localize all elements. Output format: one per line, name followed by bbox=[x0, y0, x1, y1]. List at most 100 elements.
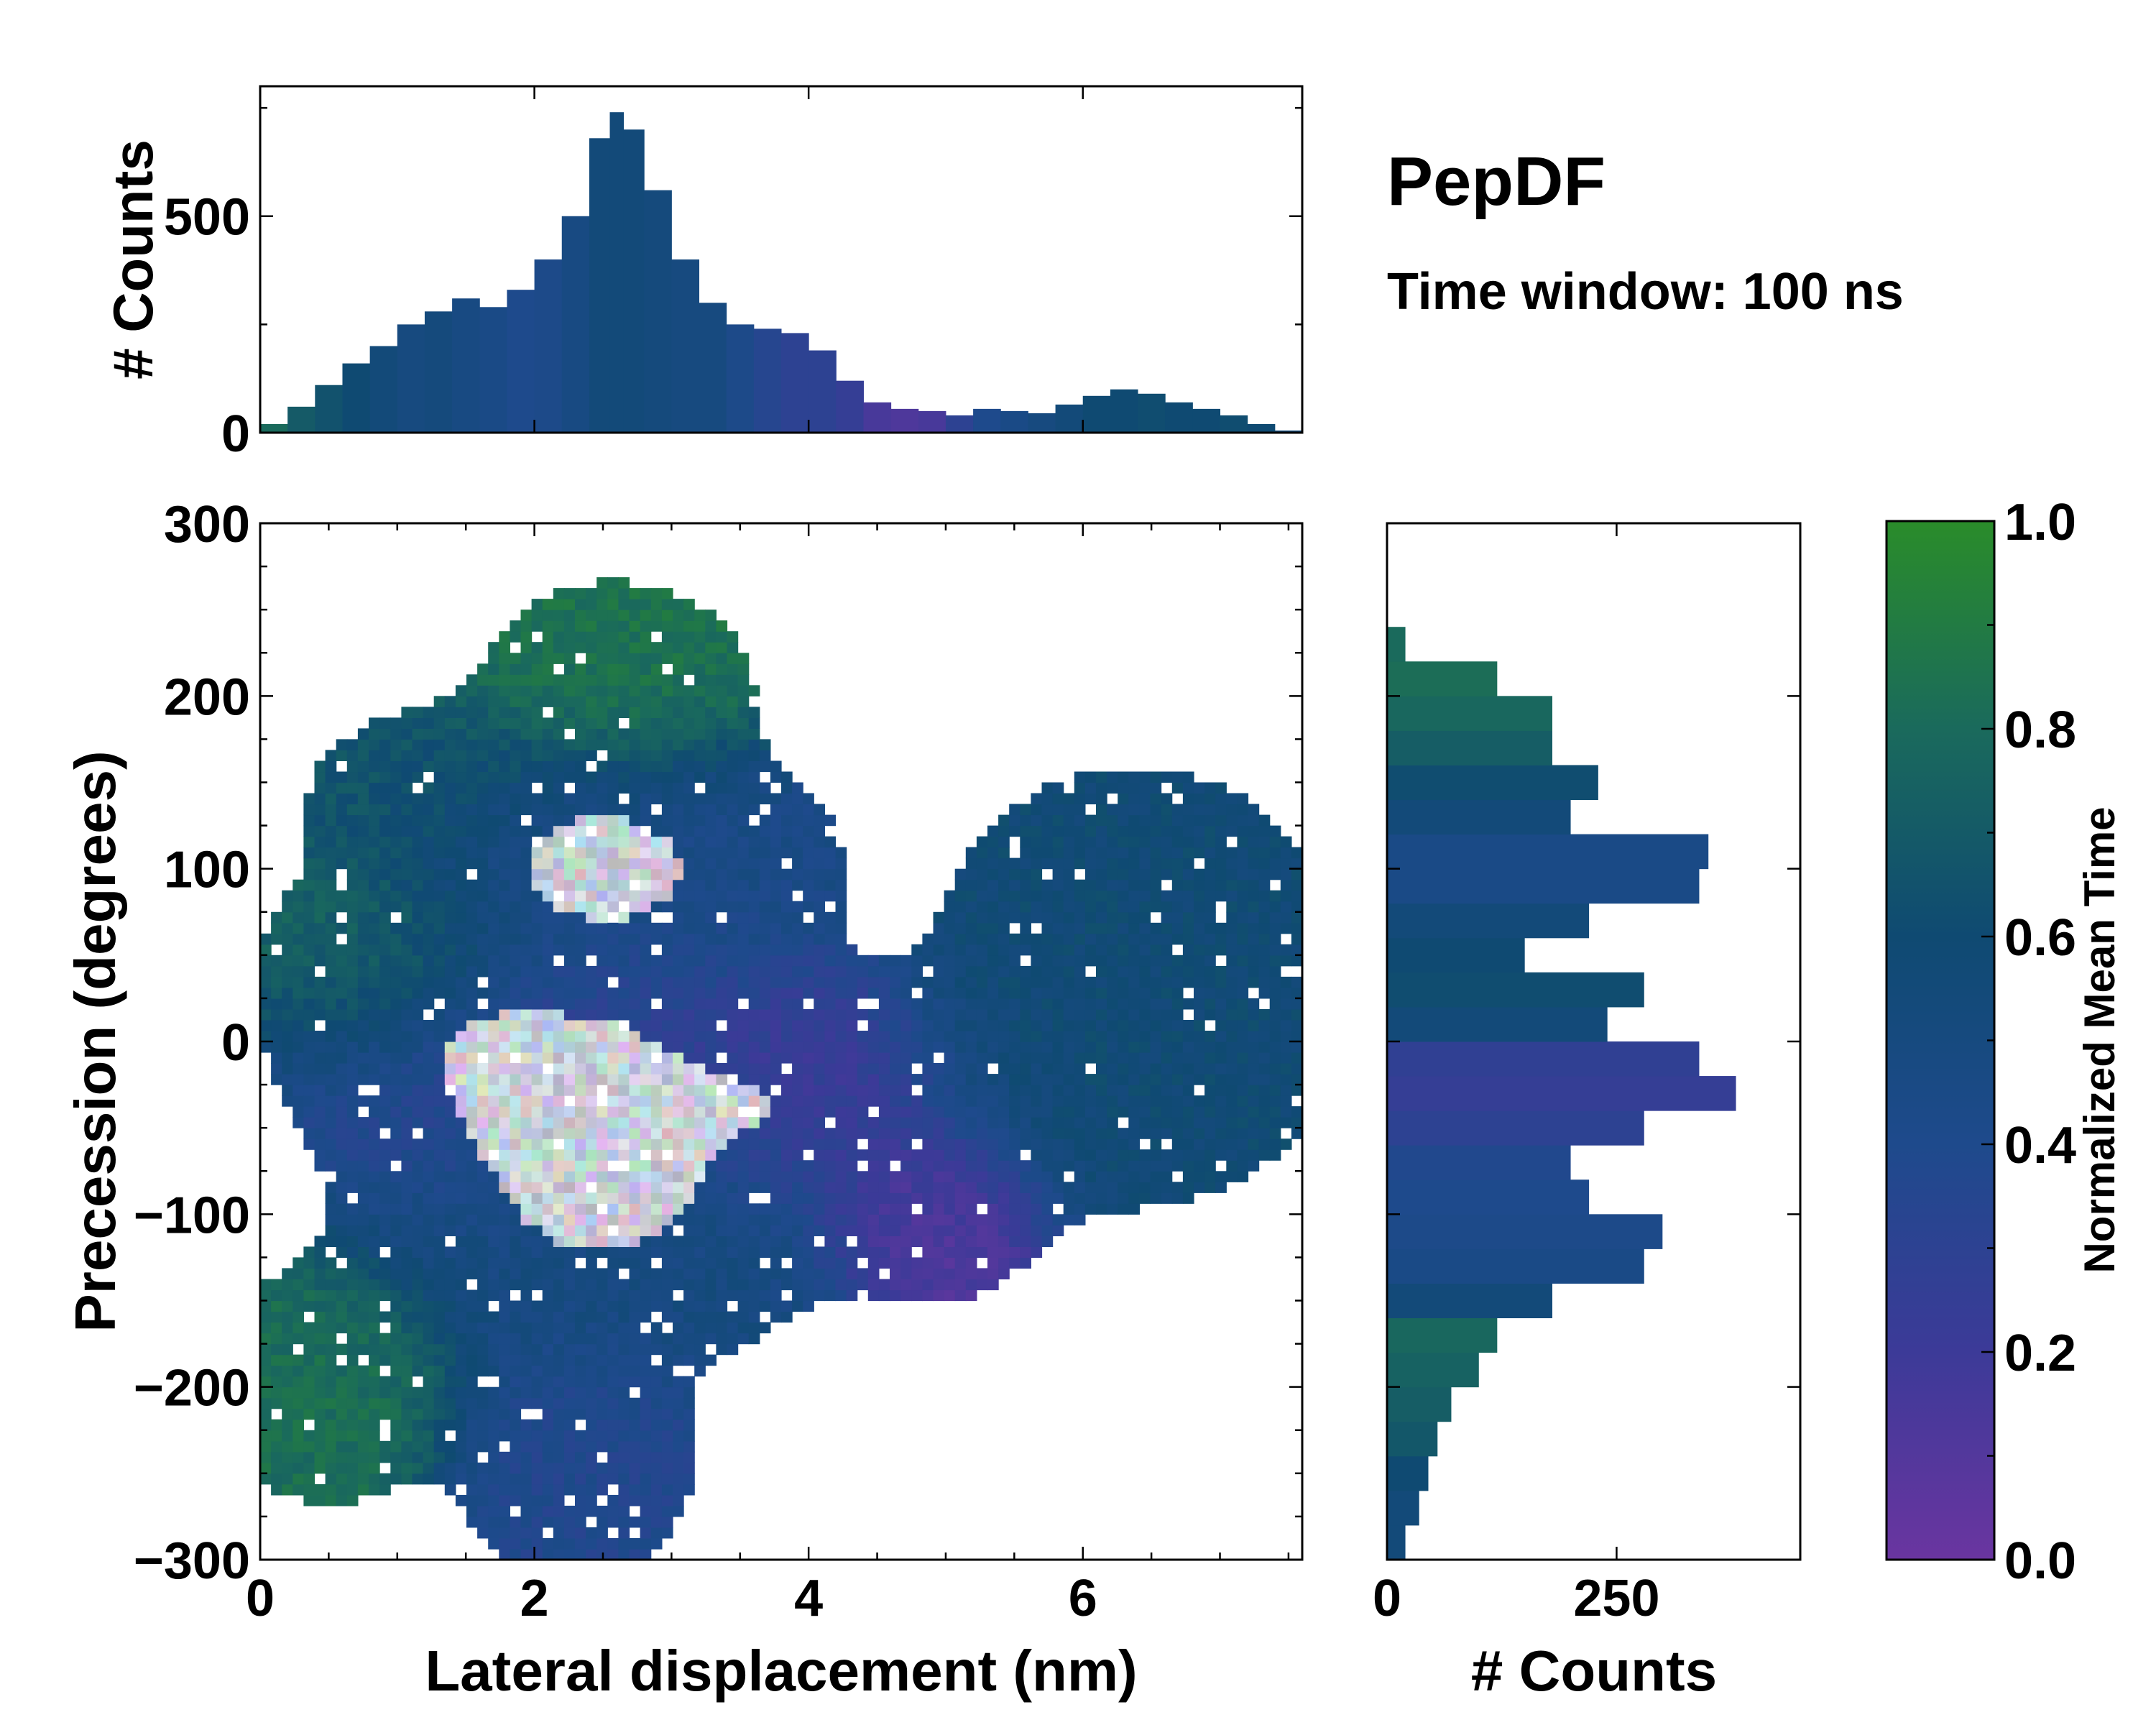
heatmap-cell bbox=[510, 836, 522, 848]
heatmap-cell bbox=[933, 1095, 945, 1107]
heatmap-cell bbox=[412, 1031, 424, 1042]
heatmap-cell bbox=[987, 944, 999, 956]
heatmap-cell bbox=[683, 793, 695, 805]
heatmap-cell bbox=[878, 1041, 890, 1053]
heatmap-cell bbox=[673, 804, 684, 816]
heatmap-cell bbox=[542, 760, 554, 773]
heatmap-cell bbox=[325, 1074, 337, 1085]
heatmap-cell bbox=[586, 1322, 597, 1334]
heatmap-cell bbox=[1063, 1063, 1075, 1075]
heatmap-cell bbox=[987, 1149, 999, 1161]
heatmap-cell bbox=[575, 944, 586, 956]
heatmap-cell bbox=[423, 1246, 435, 1258]
heatmap-cell bbox=[390, 1365, 402, 1377]
heatmap-cell bbox=[379, 879, 391, 891]
heatmap-cell bbox=[1182, 901, 1194, 913]
heatmap-cell bbox=[650, 976, 663, 988]
heatmap-cell bbox=[1128, 857, 1140, 870]
heatmap-cell bbox=[575, 987, 586, 999]
heatmap-cell bbox=[661, 1268, 673, 1279]
heatmap-cell bbox=[1009, 1203, 1021, 1215]
heatmap-cell bbox=[976, 868, 988, 880]
heatmap-cell bbox=[531, 987, 543, 999]
heatmap-cell bbox=[770, 793, 782, 805]
heatmap-cell bbox=[596, 1279, 608, 1291]
heatmap-cell bbox=[1041, 1106, 1054, 1118]
heatmap-cell bbox=[629, 1484, 641, 1496]
heatmap-cell bbox=[596, 620, 608, 632]
heatmap-cell bbox=[314, 1419, 326, 1431]
heatmap-cell bbox=[618, 1074, 630, 1085]
heatmap-cell bbox=[510, 1225, 522, 1236]
heatmap-cell bbox=[640, 1473, 652, 1485]
heatmap-cell bbox=[314, 1376, 326, 1388]
heatmap-cell bbox=[336, 1008, 348, 1021]
heatmap-cell bbox=[716, 857, 728, 870]
heatmap-cell bbox=[922, 944, 934, 956]
heatmap-cell bbox=[640, 1236, 652, 1247]
heatmap-cell bbox=[1161, 1008, 1173, 1021]
heatmap-cell bbox=[369, 814, 380, 827]
heatmap-cell bbox=[1031, 1052, 1043, 1064]
heatmap-cell bbox=[607, 1063, 619, 1075]
heatmap-cell bbox=[607, 599, 619, 610]
heatmap-cell bbox=[477, 1289, 489, 1302]
heatmap-cell bbox=[1128, 793, 1140, 805]
heatmap-cell bbox=[890, 1106, 901, 1118]
heatmap-cell bbox=[477, 1160, 489, 1172]
heatmap-cell bbox=[673, 1008, 684, 1021]
heatmap-cell bbox=[759, 1182, 771, 1193]
heatmap-cell bbox=[433, 1063, 446, 1075]
heatmap-cell bbox=[1204, 1085, 1216, 1096]
heatmap-cell bbox=[346, 944, 359, 956]
heatmap-cell bbox=[792, 1160, 803, 1172]
heatmap-cell bbox=[303, 804, 315, 816]
heatmap-cell bbox=[596, 1063, 608, 1075]
heatmap-cell bbox=[412, 1182, 424, 1193]
heatmap-cell bbox=[563, 1236, 576, 1247]
heatmap-cell bbox=[965, 1041, 977, 1053]
heatmap-cell bbox=[336, 782, 348, 794]
heatmap-cell bbox=[531, 847, 543, 859]
heatmap-cell bbox=[650, 739, 663, 750]
heatmap-cell bbox=[444, 1484, 456, 1496]
heatmap-cell bbox=[1096, 825, 1107, 837]
heatmap-cell bbox=[379, 987, 391, 999]
heatmap-cell bbox=[303, 1063, 315, 1075]
heatmap-cell bbox=[705, 1031, 717, 1042]
heatmap-cell bbox=[814, 1128, 825, 1139]
heatmap-cell bbox=[336, 901, 348, 913]
heatmap-cell bbox=[466, 696, 478, 707]
heatmap-cell bbox=[792, 954, 803, 967]
heatmap-cell bbox=[488, 954, 499, 967]
heatmap-cell bbox=[1150, 814, 1162, 827]
heatmap-cell bbox=[379, 954, 391, 967]
heatmap-cell bbox=[466, 717, 478, 729]
heatmap-cell bbox=[1171, 954, 1184, 967]
heatmap-cell bbox=[650, 1171, 663, 1182]
heatmap-cell bbox=[477, 1182, 489, 1193]
heatmap-cell bbox=[661, 1311, 673, 1323]
heatmap-cell bbox=[292, 901, 304, 913]
heatmap-cell bbox=[640, 663, 652, 675]
heatmap-cell bbox=[640, 631, 652, 643]
heatmap-cell bbox=[563, 1505, 576, 1517]
heatmap-cell bbox=[640, 1128, 652, 1139]
heatmap-cell bbox=[390, 1451, 402, 1463]
heatmap-cell bbox=[824, 1020, 837, 1031]
heatmap-cell bbox=[336, 804, 348, 816]
heatmap-cell bbox=[1182, 847, 1194, 859]
heatmap-cell bbox=[477, 922, 489, 934]
heatmap-cell bbox=[379, 1160, 391, 1172]
heatmap-cell bbox=[705, 717, 717, 729]
heatmap-cell bbox=[346, 1419, 359, 1431]
heatmap-cell bbox=[336, 1225, 348, 1236]
heatmap-cell bbox=[1020, 857, 1031, 870]
heatmap-cell bbox=[673, 879, 684, 891]
heatmap-cell bbox=[412, 965, 424, 978]
heatmap-cell bbox=[466, 685, 478, 696]
heatmap-cell bbox=[640, 1246, 652, 1258]
heatmap-cell bbox=[694, 1311, 706, 1323]
heatmap-cell bbox=[575, 1386, 586, 1399]
heatmap-cell bbox=[596, 642, 608, 653]
